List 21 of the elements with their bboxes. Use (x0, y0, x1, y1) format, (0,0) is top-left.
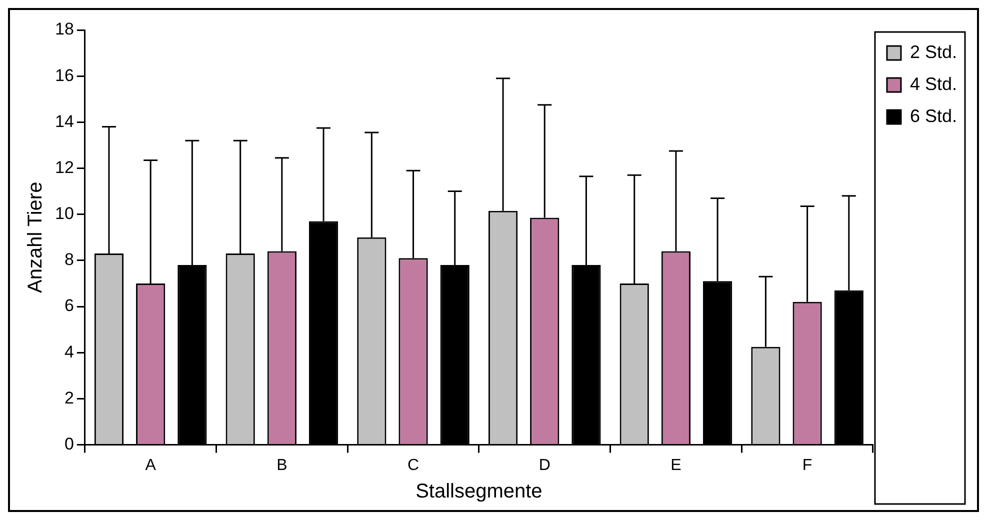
x-tick-label: F (802, 456, 812, 474)
y-tick-label: 16 (54, 66, 74, 85)
y-axis-title: Anzahl Tiere (24, 182, 47, 293)
y-tick-label: 6 (64, 296, 74, 316)
y-tick-label: 4 (64, 342, 74, 362)
legend-label: 2 Std. (910, 42, 957, 62)
x-tick-label: B (276, 456, 288, 474)
x-tick-label: D (538, 456, 550, 474)
y-tick-label: 18 (54, 20, 74, 39)
y-tick-label: 2 (64, 388, 74, 408)
y-tick-label: 0 (64, 434, 74, 454)
legend-label: 6 Std. (910, 106, 957, 126)
y-tick-label: 8 (64, 250, 74, 270)
legend-label: 4 Std. (910, 74, 957, 94)
x-axis-title: Stallsegmente (416, 480, 542, 503)
y-tick-label: 10 (54, 204, 74, 224)
y-tick-label: 14 (54, 112, 74, 131)
y-tick-label: 12 (54, 158, 74, 177)
x-tick-label: E (670, 456, 682, 474)
x-tick-label: A (145, 456, 156, 474)
x-tick-label: C (407, 456, 420, 474)
